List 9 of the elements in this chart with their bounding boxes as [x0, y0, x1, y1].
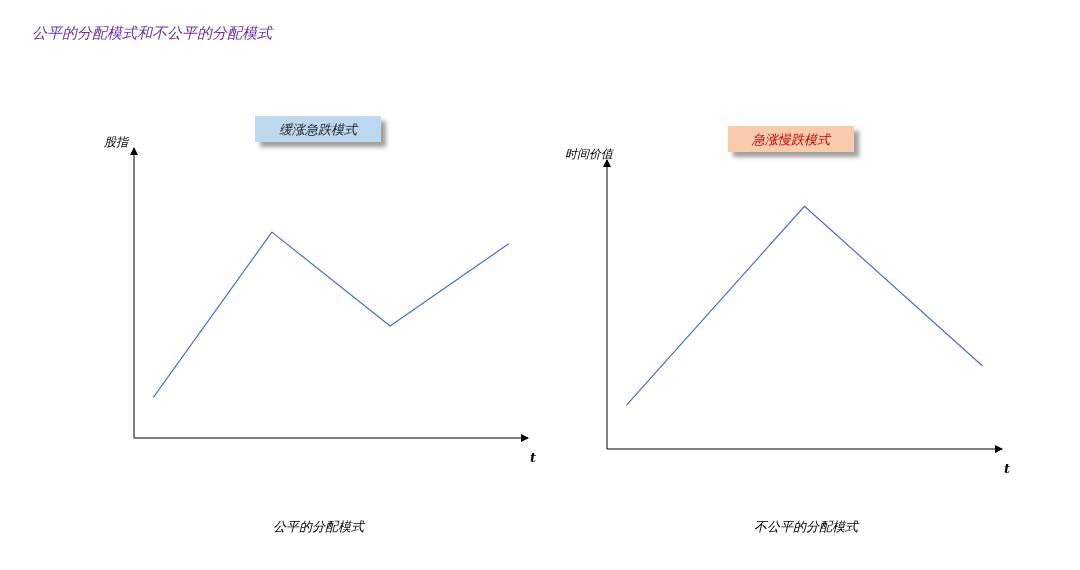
x-axis-title: t: [530, 450, 537, 465]
chart-title: 缓涨急跌模式: [279, 122, 359, 137]
y-axis-title: 股指: [104, 135, 130, 149]
x-axis-title: t: [1004, 461, 1011, 476]
y-axis-title: 时间价值: [565, 147, 615, 161]
chart-title: 急涨慢跌模式: [751, 132, 832, 147]
text: 公平的分配模式: [272, 519, 366, 534]
text: 公平的分配模式和不公平的分配模式: [32, 24, 274, 42]
text: 不公平的分配模式: [754, 519, 860, 534]
